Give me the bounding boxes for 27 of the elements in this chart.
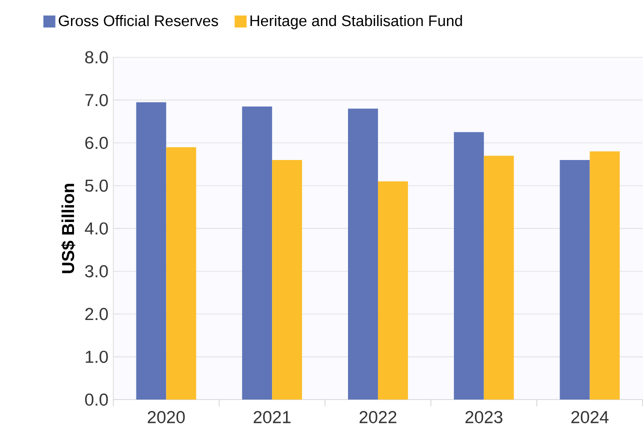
y-tick-label: 1.0: [86, 350, 108, 364]
y-tick-label: 2.0: [85, 308, 108, 320]
y-tick-label: 8.0: [85, 51, 108, 64]
y-tick-label: 7.0: [85, 94, 108, 106]
x-tick-label: 2022: [360, 411, 396, 424]
bar: [378, 182, 408, 400]
y-tick-label: 6.0: [85, 136, 108, 150]
y-tick-label: 0.0: [85, 394, 108, 406]
x-tick-label: 2024: [571, 411, 609, 424]
y-tick-label: 3.0: [85, 265, 108, 278]
bar: [242, 106, 272, 400]
bar: [590, 152, 620, 400]
x-tick-label: 2020: [148, 411, 185, 424]
legend-label: Gross Official Reserves: [58, 15, 218, 26]
bar: [484, 156, 514, 400]
y-tick-label: 4.0: [84, 222, 108, 235]
bar: [348, 108, 378, 400]
bar: [136, 102, 166, 400]
y-axis-title: US$ Billion: [61, 184, 76, 274]
y-tick-label: 5.0: [85, 180, 108, 192]
legend-label: Heritage and Stabilisation Fund: [250, 15, 462, 30]
bar: [166, 147, 196, 400]
bar: [272, 160, 302, 400]
x-tick-label: 2021: [254, 411, 290, 424]
x-tick-label: 2023: [465, 411, 502, 424]
bar: [560, 160, 590, 400]
bar: [454, 132, 484, 400]
